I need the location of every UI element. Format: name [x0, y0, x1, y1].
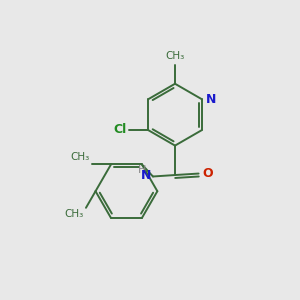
- Text: CH₃: CH₃: [165, 51, 185, 61]
- Text: H: H: [138, 165, 146, 175]
- Text: N: N: [141, 169, 152, 182]
- Text: Cl: Cl: [113, 123, 127, 136]
- Text: CH₃: CH₃: [70, 152, 89, 162]
- Text: CH₃: CH₃: [64, 209, 84, 219]
- Text: O: O: [202, 167, 213, 180]
- Text: N: N: [206, 93, 216, 106]
